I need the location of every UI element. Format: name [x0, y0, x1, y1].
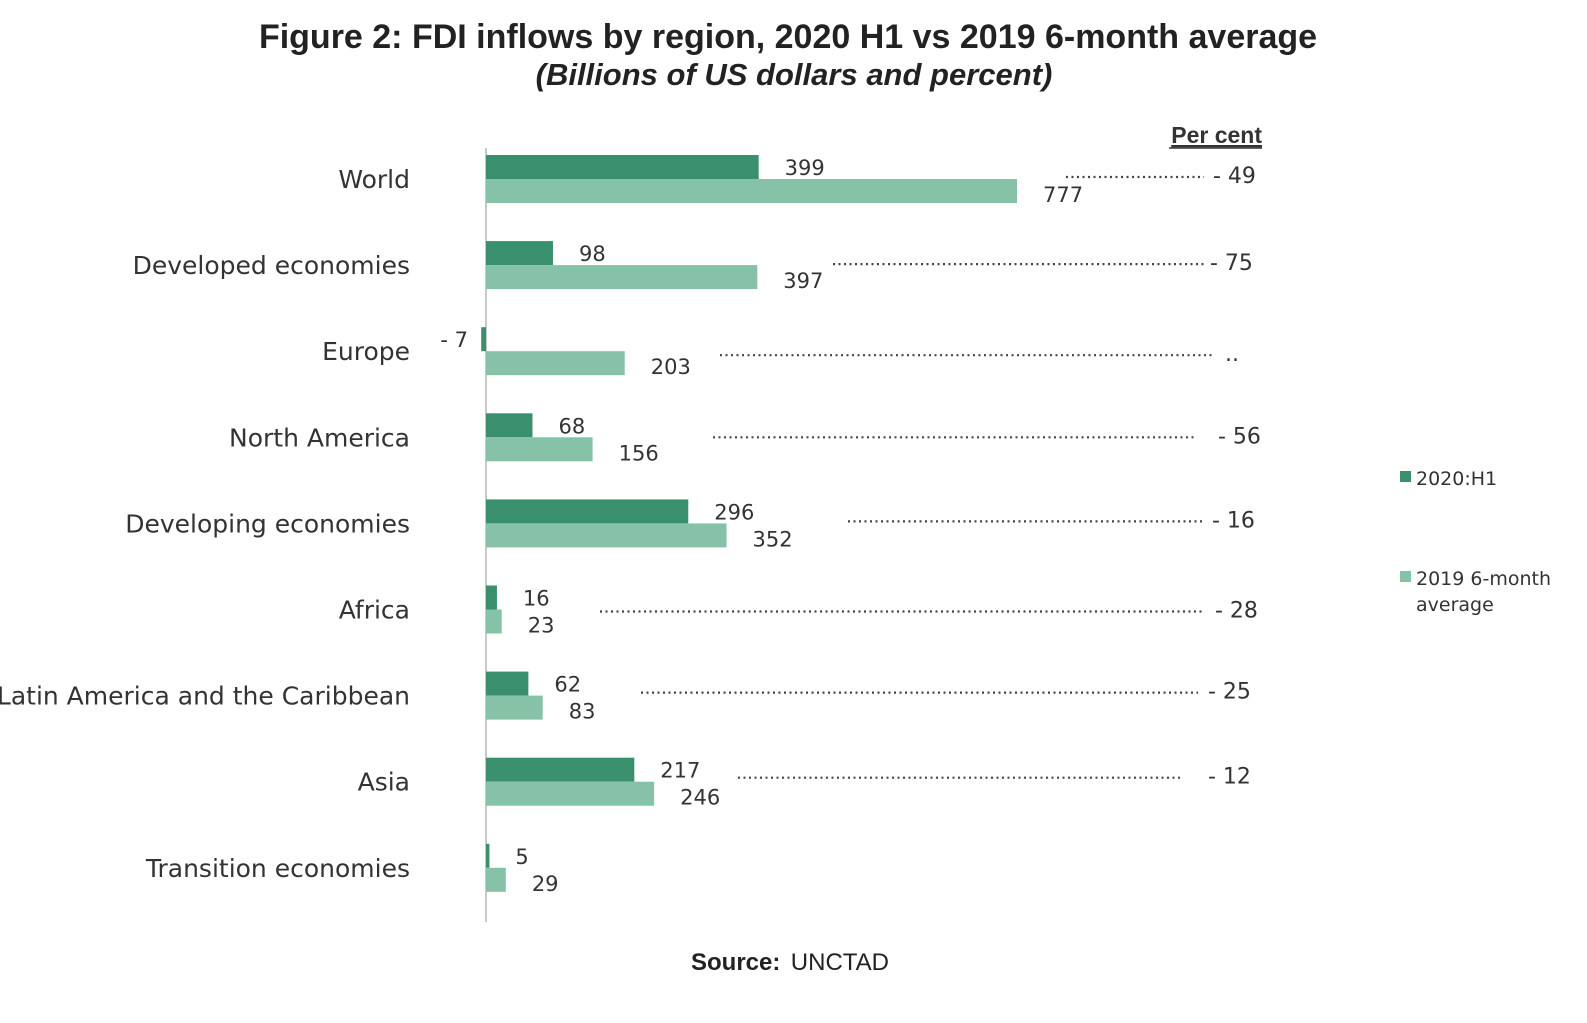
percent-change-world: - 49: [1213, 164, 1256, 189]
data-label-2020h1-developing-economies: 296: [714, 500, 754, 524]
bar-2019avg-developing-economies: [486, 523, 727, 548]
data-label-2019avg-latin-america-and-the-caribbean: 83: [569, 700, 596, 724]
legend-swatch-2019avg: [1400, 571, 1411, 582]
data-label-2020h1-asia: 217: [660, 759, 700, 783]
percent-change-africa: - 28: [1215, 599, 1258, 624]
category-label-transition-economies: Transition economies: [145, 854, 410, 883]
category-label-latin-america-and-the-caribbean: Latin America and the Caribbean: [0, 682, 410, 711]
bar-2020h1-north-america: [486, 413, 533, 438]
bar-2019avg-world: [486, 179, 1017, 203]
bar-2019avg-developed-economies: [486, 265, 758, 290]
category-label-africa: Africa: [339, 596, 410, 625]
category-label-developed-economies: Developed economies: [133, 251, 410, 280]
bar-2020h1-europe: [481, 327, 486, 352]
data-label-2020h1-developed-economies: 98: [579, 242, 606, 266]
percent-header: Per cent: [1171, 122, 1262, 148]
data-label-2020h1-transition-economies: 5: [515, 845, 528, 869]
category-label-asia: Asia: [358, 768, 410, 797]
category-label-developing-economies: Developing economies: [125, 509, 410, 538]
percent-change-developed-economies: - 75: [1210, 251, 1253, 276]
data-label-2019avg-africa: 23: [528, 614, 555, 638]
percent-change-latin-america-and-the-caribbean: - 25: [1208, 680, 1251, 705]
category-label-world: World: [338, 165, 410, 194]
legend-label-2020h1: 2020:H1: [1416, 468, 1497, 490]
bar-2019avg-africa: [486, 609, 502, 634]
bar-2019avg-transition-economies: [486, 867, 506, 892]
data-label-2020h1-north-america: 68: [558, 414, 585, 438]
bar-2019avg-asia: [486, 781, 655, 806]
data-label-2020h1-latin-america-and-the-caribbean: 62: [554, 673, 581, 697]
data-label-2019avg-world: 777: [1043, 183, 1083, 207]
category-label-europe: Europe: [322, 337, 410, 366]
bar-2019avg-europe: [486, 351, 625, 376]
bar-2020h1-transition-economies: [486, 843, 490, 868]
data-label-2019avg-transition-economies: 29: [532, 872, 559, 896]
plot-area: World 399 777 - 49 Developed economies 98 397 -…: [0, 155, 1261, 896]
percent-change-north-america: - 56: [1218, 424, 1261, 449]
data-label-2019avg-asia: 246: [680, 786, 720, 810]
bar-2020h1-africa: [486, 585, 497, 610]
data-label-2020h1-world: 399: [785, 156, 825, 180]
percent-change-developing-economies: - 16: [1212, 508, 1255, 533]
percent-change-europe: ..: [1225, 342, 1239, 367]
data-label-2019avg-developing-economies: 352: [753, 527, 793, 551]
bar-2019avg-north-america: [486, 437, 593, 462]
source-label: Source:: [691, 949, 780, 976]
legend: 2020:H1 2019 6-month average: [1400, 468, 1557, 616]
data-label-2020h1-africa: 16: [523, 587, 550, 611]
bar-2020h1-latin-america-and-the-caribbean: [486, 671, 529, 696]
source-note: Source: UNCTAD: [691, 949, 889, 976]
chart-subtitle: (Billions of US dollars and percent): [536, 57, 1053, 92]
bar-2020h1-asia: [486, 757, 635, 782]
source-value: UNCTAD: [791, 949, 889, 976]
legend-label-2019avg: 2019 6-month average: [1416, 568, 1557, 616]
bar-2020h1-world: [486, 155, 759, 179]
data-label-2019avg-europe: 203: [651, 355, 691, 379]
data-label-2020h1-europe: - 7: [440, 328, 468, 352]
category-label-north-america: North America: [229, 423, 410, 452]
data-label-2019avg-developed-economies: 397: [783, 269, 823, 293]
bar-2020h1-developed-economies: [486, 241, 553, 266]
chart-title: Figure 2: FDI inflows by region, 2020 H1…: [259, 18, 1317, 56]
data-label-2019avg-north-america: 156: [619, 441, 659, 465]
legend-swatch-2020h1: [1400, 471, 1411, 482]
percent-change-asia: - 12: [1208, 765, 1251, 790]
bar-2019avg-latin-america-and-the-caribbean: [486, 695, 543, 720]
bar-2020h1-developing-economies: [486, 499, 689, 524]
